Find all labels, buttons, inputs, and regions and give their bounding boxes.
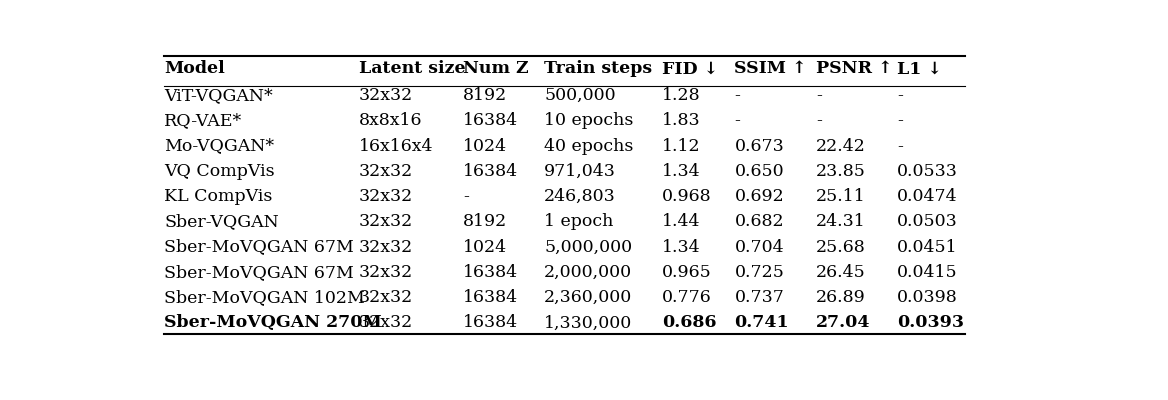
- Text: 40 epochs: 40 epochs: [544, 138, 634, 155]
- Text: 26.45: 26.45: [815, 264, 865, 281]
- Text: 0.776: 0.776: [662, 289, 711, 306]
- Text: 27.04: 27.04: [815, 314, 870, 332]
- Text: 32x32: 32x32: [359, 289, 413, 306]
- Text: 971,043: 971,043: [544, 163, 617, 180]
- Text: 32x32: 32x32: [359, 188, 413, 205]
- Text: Sber-MoVQGAN 67M: Sber-MoVQGAN 67M: [164, 239, 354, 256]
- Text: 0.682: 0.682: [735, 213, 784, 230]
- Text: 1 epoch: 1 epoch: [544, 213, 613, 230]
- Text: 0.673: 0.673: [735, 138, 784, 155]
- Text: RQ-VAE*: RQ-VAE*: [164, 112, 242, 129]
- Text: 32x32: 32x32: [359, 163, 413, 180]
- Text: 25.11: 25.11: [815, 188, 865, 205]
- Text: 0.741: 0.741: [735, 314, 790, 332]
- Text: 0.737: 0.737: [735, 289, 784, 306]
- Text: 0.0451: 0.0451: [897, 239, 958, 256]
- Text: SSIM ↑: SSIM ↑: [735, 60, 807, 77]
- Text: 0.968: 0.968: [662, 188, 711, 205]
- Text: 0.725: 0.725: [735, 264, 784, 281]
- Text: 24.31: 24.31: [815, 213, 865, 230]
- Text: 0.704: 0.704: [735, 239, 784, 256]
- Text: 16x16x4: 16x16x4: [359, 138, 433, 155]
- Text: 22.42: 22.42: [815, 138, 865, 155]
- Text: 23.85: 23.85: [815, 163, 865, 180]
- Text: 8192: 8192: [463, 87, 507, 104]
- Text: 1.28: 1.28: [662, 87, 701, 104]
- Text: Sber-VQGAN: Sber-VQGAN: [164, 213, 279, 230]
- Text: 5,000,000: 5,000,000: [544, 239, 632, 256]
- Text: 16384: 16384: [463, 314, 517, 332]
- Text: 0.0533: 0.0533: [897, 163, 958, 180]
- Text: ViT-VQGAN*: ViT-VQGAN*: [164, 87, 273, 104]
- Text: 32x32: 32x32: [359, 87, 413, 104]
- Text: -: -: [735, 112, 741, 129]
- Text: 16384: 16384: [463, 112, 517, 129]
- Text: 1.44: 1.44: [662, 213, 701, 230]
- Text: Latent size: Latent size: [359, 60, 465, 77]
- Text: 0.0503: 0.0503: [897, 213, 958, 230]
- Text: 25.68: 25.68: [815, 239, 865, 256]
- Text: -: -: [897, 138, 903, 155]
- Text: 0.965: 0.965: [662, 264, 711, 281]
- Text: 500,000: 500,000: [544, 87, 616, 104]
- Text: Sber-MoVQGAN 67M: Sber-MoVQGAN 67M: [164, 264, 354, 281]
- Text: 0.0474: 0.0474: [897, 188, 958, 205]
- Text: -: -: [897, 87, 903, 104]
- Text: 8x8x16: 8x8x16: [359, 112, 422, 129]
- Text: 0.686: 0.686: [662, 314, 716, 332]
- Text: L1 ↓: L1 ↓: [897, 60, 943, 77]
- Text: PSNR ↑: PSNR ↑: [815, 60, 892, 77]
- Text: 1.34: 1.34: [662, 163, 701, 180]
- Text: 26.89: 26.89: [815, 289, 865, 306]
- Text: 1024: 1024: [463, 138, 507, 155]
- Text: 0.692: 0.692: [735, 188, 784, 205]
- Text: 1,330,000: 1,330,000: [544, 314, 633, 332]
- Text: Sber-MoVQGAN 270M: Sber-MoVQGAN 270M: [164, 314, 382, 332]
- Text: Train steps: Train steps: [544, 60, 653, 77]
- Text: Mo-VQGAN*: Mo-VQGAN*: [164, 138, 274, 155]
- Text: 0.0398: 0.0398: [897, 289, 958, 306]
- Text: 1.83: 1.83: [662, 112, 701, 129]
- Text: 32x32: 32x32: [359, 213, 413, 230]
- Text: VQ CompVis: VQ CompVis: [164, 163, 274, 180]
- Text: -: -: [815, 87, 822, 104]
- Text: 0.0415: 0.0415: [897, 264, 958, 281]
- Text: -: -: [463, 188, 468, 205]
- Text: 246,803: 246,803: [544, 188, 616, 205]
- Text: KL CompVis: KL CompVis: [164, 188, 272, 205]
- Text: 32x32: 32x32: [359, 314, 413, 332]
- Text: Model: Model: [164, 60, 225, 77]
- Text: 32x32: 32x32: [359, 264, 413, 281]
- Text: 10 epochs: 10 epochs: [544, 112, 634, 129]
- Text: 1024: 1024: [463, 239, 507, 256]
- Text: -: -: [897, 112, 903, 129]
- Text: 0.0393: 0.0393: [897, 314, 965, 332]
- Text: 1.12: 1.12: [662, 138, 701, 155]
- Text: 16384: 16384: [463, 289, 517, 306]
- Text: Num Z: Num Z: [463, 60, 528, 77]
- Text: 16384: 16384: [463, 163, 517, 180]
- Text: FID ↓: FID ↓: [662, 60, 718, 77]
- Text: 0.650: 0.650: [735, 163, 784, 180]
- Text: 32x32: 32x32: [359, 239, 413, 256]
- Text: 8192: 8192: [463, 213, 507, 230]
- Text: 1.34: 1.34: [662, 239, 701, 256]
- Text: -: -: [735, 87, 741, 104]
- Text: Sber-MoVQGAN 102M: Sber-MoVQGAN 102M: [164, 289, 364, 306]
- Text: 16384: 16384: [463, 264, 517, 281]
- Text: 2,360,000: 2,360,000: [544, 289, 633, 306]
- Text: 2,000,000: 2,000,000: [544, 264, 632, 281]
- Text: -: -: [815, 112, 822, 129]
